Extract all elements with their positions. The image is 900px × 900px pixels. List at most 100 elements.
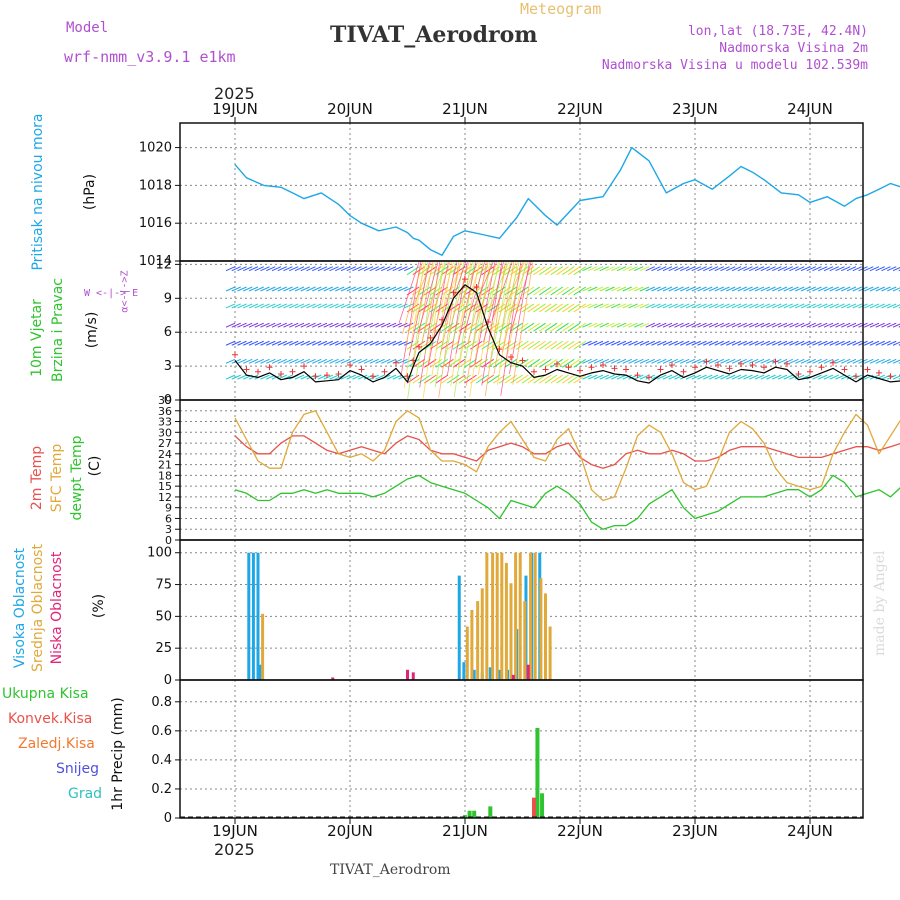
wind-barb [777, 266, 788, 272]
wind-barb [503, 261, 525, 310]
gust-marker [577, 367, 583, 374]
bar-mid_cloud [476, 601, 480, 680]
wind-barb [237, 358, 247, 364]
bar-high_cloud [258, 664, 262, 680]
lonlat-readout: lon,lat (18.73E, 42.4N) [687, 24, 868, 39]
wind-barb [651, 303, 661, 309]
wind-barb [645, 286, 655, 292]
wind-barb [720, 266, 730, 272]
total-precip-label: Ukupna Kisa [2, 686, 89, 702]
bottom-day-label-5: 24JUN [787, 822, 833, 840]
wind-barb [823, 340, 834, 346]
wind-barb [254, 286, 264, 292]
wind-barb [582, 358, 592, 364]
temp-line-dewpt [234, 474, 900, 530]
bar-high_cloud [256, 552, 260, 680]
wind-barb [708, 340, 719, 346]
wind-barb [754, 286, 765, 292]
wind-barb [567, 358, 581, 368]
wind-barb [605, 358, 615, 364]
wind-barb [726, 374, 736, 380]
y-tick-label: 3 [165, 523, 172, 536]
wind-barb [335, 340, 345, 346]
wind-barb [875, 286, 885, 292]
wind-barb [527, 286, 541, 296]
wind-barb [668, 286, 678, 292]
wind-barb [622, 374, 632, 380]
gust-marker [749, 361, 756, 368]
wind-barb [639, 374, 650, 380]
bar-total_precip [467, 810, 472, 818]
y-tick-label: 12 [158, 491, 172, 504]
wind-barb [680, 266, 690, 272]
wind-barb [887, 358, 897, 364]
wind-barb [743, 374, 753, 380]
wind-barb [835, 374, 845, 380]
wind-barb [737, 374, 747, 380]
wind-barb [668, 358, 678, 364]
y-tick-label: 15 [158, 480, 172, 493]
wind-barb [266, 303, 276, 309]
wind-barb [300, 322, 310, 328]
wind-barb [714, 266, 724, 272]
wind-barb [369, 322, 379, 328]
wind-barb [812, 358, 822, 364]
wind-barb [818, 374, 828, 380]
wind-barb [556, 322, 569, 332]
wind-barb [435, 322, 449, 332]
wind-barb [651, 322, 661, 328]
wind-barb [772, 286, 782, 292]
wind-barb [680, 303, 690, 309]
wind-barb [533, 286, 546, 296]
wind-barb [754, 266, 765, 272]
top-day-label-2: 21JUN [442, 100, 488, 118]
gust-marker [864, 366, 871, 373]
wind-barb [271, 322, 282, 328]
wind-barb [352, 374, 362, 380]
wind-barb [841, 374, 851, 380]
gust-marker [243, 366, 250, 373]
wind-barb [714, 340, 724, 346]
wind-barb [381, 322, 391, 328]
wind-barb [271, 358, 282, 364]
wind-barb [266, 322, 276, 328]
wind-barb [697, 340, 707, 346]
wind-barb [243, 358, 253, 364]
wind-barb [502, 262, 523, 353]
model-label: Model [66, 20, 109, 36]
wind-barb [289, 266, 299, 272]
gust-marker [519, 357, 526, 364]
wind-barb [254, 266, 264, 272]
wind-barb [829, 286, 839, 292]
wind-barb [254, 322, 264, 328]
wind-barb [363, 340, 374, 346]
wind-barb [475, 374, 489, 384]
wind-barb [544, 286, 558, 296]
wind-barb [582, 286, 592, 292]
wind-barb [697, 358, 707, 364]
wind-barb [404, 322, 414, 328]
wind-barb [243, 322, 253, 328]
wind-barb [469, 358, 483, 368]
wind-barb [852, 374, 862, 380]
wind-barb [243, 303, 253, 309]
wind-barb [573, 266, 587, 276]
wind-barb [231, 286, 241, 292]
bar-conv_precip [532, 797, 536, 818]
wind-barb [358, 374, 368, 380]
gust-marker [289, 368, 296, 375]
wind-barb [789, 266, 799, 272]
wind-barb [294, 358, 305, 364]
wind-barb [289, 303, 299, 309]
wind-barb [599, 266, 609, 272]
wind-barb [668, 303, 678, 309]
wind-barb [823, 303, 834, 309]
wind-barb [818, 340, 828, 346]
year-label-bottom: 2025 [214, 840, 255, 859]
wind-barb [492, 266, 506, 276]
wind-barb [789, 340, 799, 346]
wind-barb [573, 358, 587, 368]
wind-barb [812, 322, 822, 328]
wind-barb [599, 340, 609, 346]
wind-barb [306, 286, 316, 292]
